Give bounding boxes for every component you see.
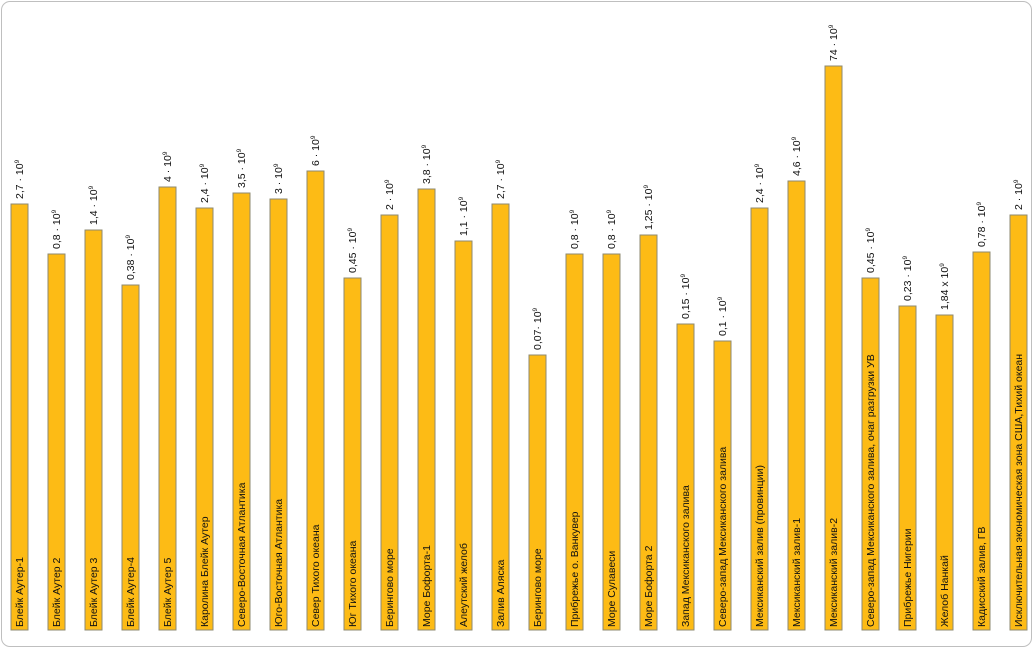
category-label-26: Желоб Нанкай bbox=[939, 555, 951, 627]
value-label-12: 3,8 · 109 bbox=[421, 144, 433, 184]
bar-17 bbox=[602, 253, 621, 631]
category-label-10: Юг Тихого океана bbox=[347, 540, 359, 627]
bar-15 bbox=[528, 354, 547, 631]
value-label-10: 0,45 · 109 bbox=[347, 228, 359, 273]
category-label-16: Прибрежье о. Ванкувер bbox=[569, 511, 581, 627]
value-label-24: 0,45 · 109 bbox=[865, 228, 877, 273]
value-label-22: 4,6 · 109 bbox=[791, 136, 803, 176]
value-label-15: 0,07· 109 bbox=[532, 307, 544, 350]
value-label-5: 4 · 109 bbox=[162, 151, 174, 182]
bar-21 bbox=[750, 207, 769, 631]
value-label-2: 0,8 · 109 bbox=[51, 209, 63, 249]
category-label-25: Прибрежье Нигерии bbox=[902, 528, 914, 627]
category-label-14: Залив Аляска bbox=[495, 559, 507, 627]
value-label-1: 2,7 · 109 bbox=[14, 159, 26, 199]
category-label-6: Каролина Блейк Аутер bbox=[199, 516, 211, 627]
bar-7 bbox=[232, 192, 251, 631]
category-label-21: Мексиканский залив (провинции) bbox=[754, 465, 766, 627]
category-label-12: Море Бофорта-1 bbox=[421, 545, 433, 627]
value-label-25: 0,23 · 109 bbox=[902, 256, 914, 301]
category-label-27: Кадисский залив, ГВ bbox=[976, 527, 988, 627]
value-label-20: 0,1 · 109 bbox=[717, 296, 729, 336]
bar-3 bbox=[84, 229, 103, 631]
category-label-5: Блейк Аутер 5 bbox=[162, 557, 174, 627]
bar-11 bbox=[380, 214, 399, 631]
value-label-6: 2,4 · 109 bbox=[199, 163, 211, 203]
category-label-8: Юго-Восточная Атлантика bbox=[273, 499, 285, 627]
value-label-4: 0,38 · 109 bbox=[125, 235, 137, 280]
bar-18 bbox=[639, 234, 658, 631]
category-label-1: Блейк Аутер-1 bbox=[14, 557, 26, 627]
bar-1 bbox=[10, 203, 29, 631]
value-label-17: 0,8 · 109 bbox=[606, 209, 618, 249]
category-label-13: Алеутский желоб bbox=[458, 543, 470, 627]
category-label-28: Исключительная экономическая зона США,Ти… bbox=[1013, 354, 1025, 627]
category-label-3: Блейк Аутер 3 bbox=[88, 557, 100, 627]
value-label-9: 6 · 109 bbox=[310, 135, 322, 166]
bar-9 bbox=[306, 170, 325, 631]
bar-14 bbox=[491, 203, 510, 631]
category-label-18: Море Бофорта 2 bbox=[643, 545, 655, 627]
category-label-2: Блейк Аутер 2 bbox=[51, 557, 63, 627]
category-label-15: Берингово море bbox=[532, 548, 544, 627]
bar-12 bbox=[417, 188, 436, 631]
bar-26 bbox=[935, 314, 954, 631]
bar-27 bbox=[972, 251, 991, 631]
value-label-13: 1,1 · 109 bbox=[458, 196, 470, 236]
bar-24 bbox=[861, 277, 880, 631]
value-label-18: 1,25 · 109 bbox=[643, 185, 655, 230]
bar-10 bbox=[343, 277, 362, 631]
value-label-14: 2,7 · 109 bbox=[495, 159, 507, 199]
value-label-27: 0,78 · 109 bbox=[976, 202, 988, 247]
bar-20 bbox=[713, 340, 732, 631]
value-label-26: 1,84 x 109 bbox=[939, 263, 951, 310]
bar-28 bbox=[1009, 214, 1028, 631]
bar-19 bbox=[676, 323, 695, 631]
category-label-24: Северо-запад Мексиканского залива, очаг … bbox=[865, 354, 877, 627]
value-label-23: 74 · 109 bbox=[828, 24, 840, 61]
category-label-22: Мексиканский залив-1 bbox=[791, 518, 803, 627]
value-label-8: 3 · 109 bbox=[273, 163, 285, 194]
category-label-23: Мексиканский залив-2 bbox=[828, 518, 840, 627]
category-label-9: Север Тихого океана bbox=[310, 524, 322, 627]
category-label-11: Берингово море bbox=[384, 548, 396, 627]
bar-22 bbox=[787, 180, 806, 631]
category-label-4: Блейк Аутер-4 bbox=[125, 557, 137, 627]
bar-13 bbox=[454, 240, 473, 631]
bar-5 bbox=[158, 186, 177, 631]
value-label-19: 0,15 · 109 bbox=[680, 274, 692, 319]
category-label-17: Море Сулавеси bbox=[606, 551, 618, 627]
bar-25 bbox=[898, 305, 917, 631]
category-label-7: Северо-Восточная Атлантика bbox=[236, 482, 248, 627]
category-label-20: Северо-запад Мексиканского залива bbox=[717, 447, 729, 627]
bar-8 bbox=[269, 198, 288, 631]
bar-2 bbox=[47, 253, 66, 631]
value-label-21: 2,4 · 109 bbox=[754, 163, 766, 203]
bar-4 bbox=[121, 284, 140, 631]
bar-16 bbox=[565, 253, 584, 631]
value-label-7: 3,5 · 109 bbox=[236, 148, 248, 188]
value-label-11: 2 · 109 bbox=[384, 179, 396, 210]
category-label-19: Запад Мексиканского залива bbox=[680, 485, 692, 627]
value-label-3: 1,4 · 109 bbox=[88, 185, 100, 225]
bar-6 bbox=[195, 207, 214, 631]
value-label-16: 0,8 · 109 bbox=[569, 209, 581, 249]
value-label-28: 2 · 109 bbox=[1013, 179, 1025, 210]
bar-23 bbox=[824, 65, 843, 631]
